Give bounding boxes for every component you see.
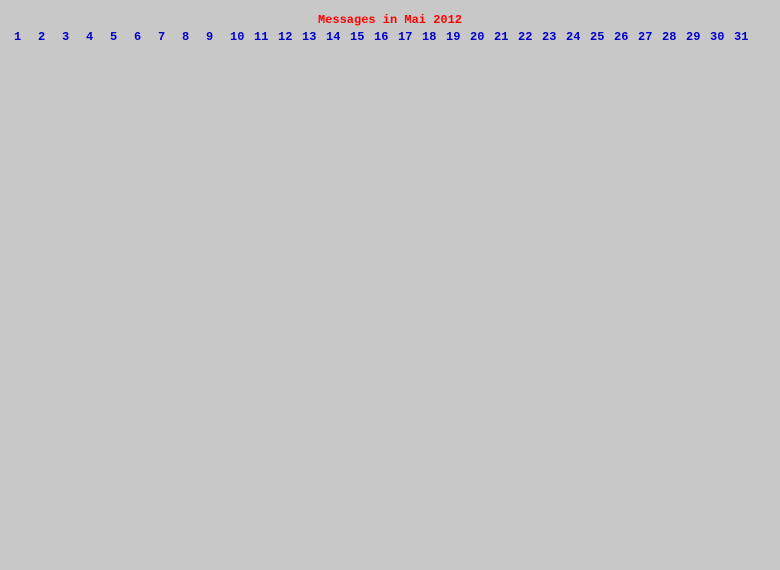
day-link-1[interactable]: 1 <box>14 30 22 44</box>
day-links-row: 1 2 3 4 5 6 7 8 9 10 11 12 13 14 15 16 17 18 19 20 21 22 23 24 2… <box>0 30 780 45</box>
day-link-25[interactable]: 25 <box>590 30 605 44</box>
day-link-10[interactable]: 10 <box>230 30 245 44</box>
day-link-12[interactable]: 12 <box>278 30 293 44</box>
day-link-2[interactable]: 2 <box>38 30 46 44</box>
day-link-5[interactable]: 5 <box>110 30 118 44</box>
day-link-11[interactable]: 11 <box>254 30 269 44</box>
day-link-3[interactable]: 3 <box>62 30 70 44</box>
day-link-29[interactable]: 29 <box>686 30 701 44</box>
day-link-14[interactable]: 14 <box>326 30 341 44</box>
day-link-24[interactable]: 24 <box>566 30 581 44</box>
day-link-7[interactable]: 7 <box>158 30 166 44</box>
day-link-15[interactable]: 15 <box>350 30 365 44</box>
day-link-9[interactable]: 9 <box>206 30 214 44</box>
day-link-27[interactable]: 27 <box>638 30 653 44</box>
day-link-6[interactable]: 6 <box>134 30 142 44</box>
day-link-28[interactable]: 28 <box>662 30 677 44</box>
day-link-20[interactable]: 20 <box>470 30 485 44</box>
day-link-23[interactable]: 23 <box>542 30 557 44</box>
day-link-31[interactable]: 31 <box>734 30 749 44</box>
day-link-26[interactable]: 26 <box>614 30 629 44</box>
day-link-8[interactable]: 8 <box>182 30 190 44</box>
day-link-30[interactable]: 30 <box>710 30 725 44</box>
day-link-17[interactable]: 17 <box>398 30 413 44</box>
day-link-13[interactable]: 13 <box>302 30 317 44</box>
day-link-16[interactable]: 16 <box>374 30 389 44</box>
day-link-4[interactable]: 4 <box>86 30 94 44</box>
day-link-22[interactable]: 22 <box>518 30 533 44</box>
page-title: Messages in Mai 2012 <box>317 13 463 27</box>
day-link-21[interactable]: 21 <box>494 30 509 44</box>
day-link-18[interactable]: 18 <box>422 30 437 44</box>
day-link-19[interactable]: 19 <box>446 30 461 44</box>
